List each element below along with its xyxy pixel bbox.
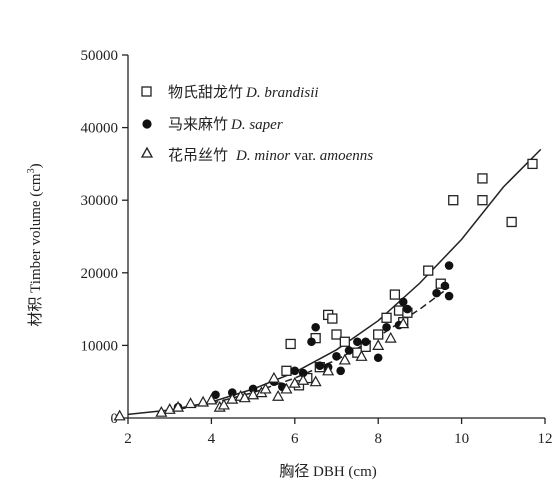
x-tick-label: 4 (208, 431, 216, 447)
point-brandisii (285, 338, 296, 350)
point-saper (444, 261, 454, 270)
legend-marker-brandisii (141, 86, 152, 97)
point-minor (322, 364, 335, 376)
point-minor (238, 391, 251, 403)
legend-label-minor: 花吊丝竹 D. minor var. amoenns (168, 147, 373, 164)
point-saper (398, 297, 408, 307)
point-minor (355, 350, 368, 361)
point-brandisii (448, 195, 459, 206)
y-tick-label: 20000 (81, 266, 119, 282)
fit-curve-solid (127, 148, 542, 416)
point-brandisii (327, 313, 338, 324)
legend-marker-minor (140, 146, 154, 158)
point-saper (373, 353, 383, 363)
point-brandisii (281, 365, 292, 376)
point-saper (315, 361, 325, 371)
point-minor (259, 382, 272, 394)
point-minor (297, 374, 310, 385)
point-saper (361, 337, 370, 347)
x-tick-label: 8 (374, 431, 382, 447)
point-minor (113, 409, 126, 421)
point-saper (336, 366, 345, 376)
point-minor (288, 376, 301, 388)
point-brandisii (423, 265, 434, 276)
y-tick-label: 10000 (81, 338, 119, 354)
point-brandisii (389, 289, 401, 300)
x-axis-title: 胸径 DBH (cm) (279, 463, 377, 480)
x-tick-label: 2 (124, 431, 132, 447)
legend-label-saper: 马来麻竹 D. saper (168, 116, 283, 133)
point-minor (267, 371, 280, 383)
axes: 2 4 6 8 10 12 0 10000 20000 30000 40000 50000 (81, 48, 553, 447)
point-minor (184, 397, 197, 409)
point-saper (353, 337, 362, 347)
point-saper (344, 346, 354, 355)
x-tick-label: 6 (291, 431, 299, 447)
point-saper (307, 337, 316, 347)
point-brandisii (381, 312, 392, 323)
point-brandisii (393, 305, 405, 316)
point-minor (172, 400, 185, 412)
y-tick-label: 0 (111, 411, 119, 427)
point-minor (226, 392, 239, 404)
point-saper (403, 304, 412, 314)
point-minor (280, 382, 293, 394)
point-minor (155, 405, 168, 417)
point-minor (272, 389, 285, 401)
point-minor (309, 375, 322, 387)
point-saper (444, 291, 454, 301)
point-minor (397, 317, 410, 329)
point-minor (372, 339, 385, 350)
point-brandisii (477, 173, 488, 184)
y-tick-label: 50000 (81, 48, 119, 64)
point-saper (290, 366, 300, 376)
point-minor (247, 388, 260, 400)
point-minor (163, 403, 176, 414)
point-saper (298, 368, 308, 378)
x-tick-label: 10 (454, 431, 469, 447)
point-minor (217, 398, 230, 410)
point-brandisii (373, 329, 384, 340)
y-axis-title: 材积 Timber volume (cm3) (26, 163, 44, 326)
fit-curves (127, 148, 542, 416)
legend: 物氏甜龙竹 D. brandisii 马来麻竹 D. saper 花吊丝竹 D. mi… (140, 84, 373, 164)
point-saper (332, 351, 341, 361)
point-saper (432, 288, 441, 298)
y-tick-label: 40000 (81, 121, 119, 137)
point-minor (197, 395, 210, 407)
y-tick-label: 30000 (81, 193, 119, 209)
point-minor (205, 393, 218, 405)
data-points (113, 158, 538, 421)
point-brandisii (339, 336, 350, 347)
point-minor (338, 353, 351, 365)
point-minor (384, 331, 397, 343)
point-saper (227, 388, 237, 397)
legend-marker-saper (142, 119, 152, 129)
point-brandisii (331, 329, 342, 340)
point-saper (382, 322, 391, 332)
point-brandisii (527, 158, 538, 170)
point-saper (311, 322, 320, 332)
legend-label-brandisii: 物氏甜龙竹 D. brandisii (168, 84, 319, 101)
point-brandisii (506, 216, 517, 228)
point-brandisii (477, 195, 488, 206)
x-tick-label: 12 (538, 431, 553, 447)
point-saper (211, 390, 220, 400)
point-saper (440, 281, 450, 291)
